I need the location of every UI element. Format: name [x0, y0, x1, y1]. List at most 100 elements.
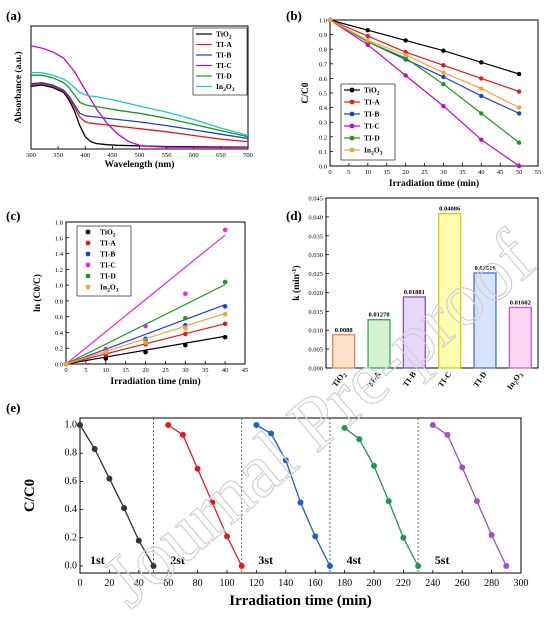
x-tick-label: 35: [202, 367, 209, 374]
bar-in2o3: [508, 306, 532, 369]
panel-label-e: (e): [6, 400, 20, 415]
bar-tio2: [332, 334, 356, 369]
data-point-cycle-2: [165, 422, 172, 429]
data-point-ti-c: [441, 103, 446, 109]
y-tick-label: 0.4: [319, 105, 328, 112]
x-tick-label: 20: [142, 367, 149, 374]
x-tick-label: 60: [163, 578, 173, 589]
y-tick-label: 0.6: [319, 76, 328, 83]
data-point-cycle-4: [371, 462, 377, 469]
data-point-cycle-3: [282, 457, 289, 464]
y-tick-label: 0.4: [65, 504, 78, 515]
legend-swatch-marker: [349, 99, 355, 105]
series-line-ti-d: [329, 19, 520, 144]
legend-label-ti-b: TI-B: [216, 51, 231, 60]
legend-swatch-marker: [349, 87, 355, 93]
data-point-cycle-4: [356, 436, 363, 443]
legend-swatch-marker: [85, 251, 91, 257]
y-tick-label: 0.6: [55, 314, 64, 321]
series-line-cycle-4: [344, 427, 419, 567]
panel-b-degradation-chart: 0 5 10 15 20 25 30 35 40 45 50 55 0.0 0.1 0.2 0.3 0.4 0.5…: [301, 18, 541, 190]
data-point-ti-d: [183, 315, 188, 321]
data-point-in2o3: [63, 361, 69, 367]
data-point-cycle-3: [297, 499, 304, 506]
category-label-in2o3: In2O3: [505, 370, 525, 393]
data-point-ti-b: [441, 74, 446, 80]
legend-box: [192, 27, 248, 96]
x-tick-label: 25: [162, 367, 169, 374]
data-point-ti-a: [516, 89, 522, 94]
y-axis-title: ln (C0/C): [32, 274, 43, 312]
series-line-in2o3: [31, 72, 249, 137]
y-tick-label: 0.3: [319, 120, 327, 127]
legend-label-in2o3: In2O3: [216, 82, 235, 93]
x-tick-label: 100: [220, 578, 235, 589]
legend-label-ti-c: TI-C: [364, 122, 380, 131]
data-point-cycle-1: [121, 505, 128, 512]
data-point-cycle-3: [312, 533, 319, 540]
legend-label-tio2: TiO2: [364, 86, 380, 97]
y-tick-label: 1.0: [65, 420, 78, 431]
panel-a-absorbance-chart: 300 350 400 450 500 550 600 650 700 Wavelength (n…: [13, 25, 253, 170]
data-point-in2o3: [327, 17, 333, 23]
data-point-cycle-4: [400, 534, 407, 541]
panel-label-a: (a): [6, 8, 21, 23]
y-tick-label: 0.0: [65, 560, 78, 571]
y-axis-title: k (min-1): [291, 265, 302, 300]
bar-value-label: 0.01602: [510, 299, 531, 306]
data-point-in2o3: [103, 349, 109, 355]
x-tick-label: 10: [365, 169, 372, 176]
y-tick-label: 0.8: [65, 448, 78, 459]
x-tick-label: 80: [193, 578, 203, 589]
legend-label-ti-c: TI-C: [100, 261, 116, 270]
legend-swatch-marker: [85, 240, 91, 246]
x-tick-label: 200: [367, 578, 382, 589]
y-tick-label: 0.4: [55, 330, 64, 337]
data-point-ti-c: [222, 227, 228, 233]
legend-swatch-marker: [85, 229, 91, 235]
x-axis-title: Wavelength (nm): [105, 159, 175, 170]
data-point-cycle-5: [503, 562, 510, 569]
data-point-cycle-1: [135, 537, 142, 544]
y-tick-label: 0.015: [308, 309, 323, 316]
category-label-ti-d: TI-D: [472, 370, 489, 389]
data-point-cycle-1: [91, 446, 98, 452]
data-point-cycle-1: [106, 475, 113, 482]
legend-label-ti-b: TI-B: [100, 250, 115, 259]
fit-line-ti-c: [65, 234, 226, 365]
y-tick-label: 0.025: [308, 271, 323, 278]
y-tick-label: 1.4: [55, 251, 64, 258]
y-tick-label: 0.6: [65, 476, 78, 487]
data-point-tio2: [365, 28, 371, 33]
series-line-in2o3: [329, 19, 520, 109]
fit-line-in2o3: [65, 312, 226, 365]
x-axis-title: Irradiation time (min): [229, 593, 371, 609]
legend-label-tio2: TiO2: [100, 228, 116, 239]
y-tick-label: 0.7: [319, 61, 328, 68]
x-tick-label: 160: [308, 578, 323, 589]
legend-swatch-marker: [85, 284, 91, 290]
y-tick-label: 0.010: [308, 328, 323, 335]
data-point-cycle-4: [385, 498, 392, 505]
x-tick-label: 30: [182, 367, 189, 374]
bar-value-label: 0.02516: [474, 265, 496, 272]
data-point-in2o3: [441, 70, 446, 75]
x-tick-label: 300: [26, 152, 36, 159]
data-point-cycle-3: [326, 562, 333, 569]
x-tick-label: 450: [108, 152, 118, 159]
y-tick-label: 0.5: [319, 91, 327, 98]
series-line-ti-a: [30, 83, 249, 143]
legend-swatch-marker: [349, 147, 355, 153]
data-point-in2o3: [143, 340, 148, 346]
x-tick-label: 400: [80, 152, 90, 159]
data-point-cycle-1: [150, 562, 157, 569]
data-point-ti-b: [222, 304, 228, 309]
data-point-ti-b: [516, 111, 522, 116]
y-tick-label: 1.0: [319, 18, 327, 25]
legend-swatch-marker: [349, 135, 355, 141]
series-line-ti-c: [329, 19, 520, 167]
data-point-cycle-2: [194, 465, 201, 472]
y-tick-label: 0.8: [55, 298, 63, 305]
x-tick-label: 240: [425, 578, 440, 589]
